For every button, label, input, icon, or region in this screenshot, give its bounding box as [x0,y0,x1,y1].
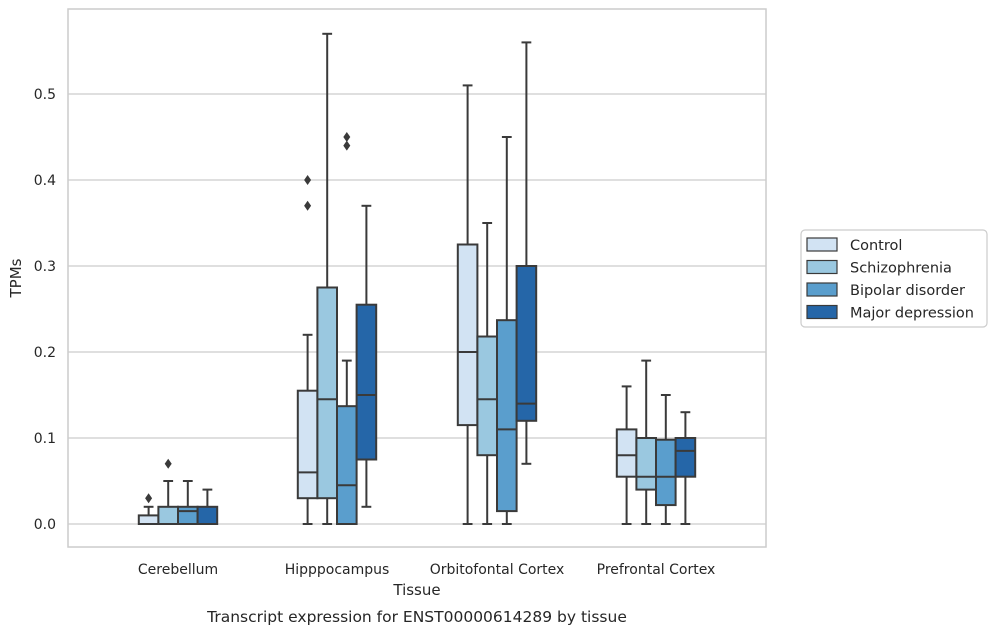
y-tick-label: 0.4 [34,173,56,189]
legend-frame [800,229,988,328]
box [615,428,638,478]
series-major-depression [196,41,697,525]
y-tick-label: 0.5 [34,87,56,103]
box [476,335,498,457]
y-tick-label: 0.3 [34,259,56,275]
box [316,286,338,500]
outlier-point [343,132,351,142]
y-tick-label: 0.1 [34,431,56,447]
x-tick-label: Orbitofontal Cortex [430,562,565,578]
series-bipolar-disorder [177,132,677,525]
x-tick-label: Prefrontal Cortex [597,562,716,578]
legend-swatch [806,304,838,320]
box [177,505,199,525]
box [157,505,179,525]
series-control [137,84,638,526]
box [296,389,319,500]
y-axis-label: TPMs [7,258,25,298]
x-tick-label: Hipppocampus [285,562,390,578]
legend-label: Bipolar disorder [850,283,965,299]
outlier-point [304,175,312,185]
legend: Control Schizophrenia Bipolar disorder Majo… [800,229,988,328]
box [137,514,160,526]
box [355,303,378,461]
legend-swatch [806,259,838,275]
box [196,505,219,525]
legend-label: Control [850,238,902,254]
legend-swatch [806,282,838,297]
box [336,405,358,525]
y-tick-label: 0.0 [34,517,56,533]
box [674,437,697,478]
chart-caption: Transcript expression for ENST0000061428… [206,608,627,626]
box [655,438,677,507]
legend-label: Schizophrenia [850,261,952,277]
plot-frame [67,8,767,548]
box [456,243,479,427]
outlier-point [343,140,351,151]
outlier-point [164,458,172,469]
legend-label: Major depression [850,306,974,322]
x-axis-label: Tissue [392,581,440,599]
box [515,265,538,422]
box [635,437,658,491]
outlier-point [145,493,153,504]
outlier-point [304,200,312,211]
legend-swatch [806,237,838,252]
box [496,319,518,513]
y-tick-label: 0.2 [34,345,56,361]
x-tick-label: Cerebellum [138,562,218,578]
series-schizophrenia [157,32,658,525]
